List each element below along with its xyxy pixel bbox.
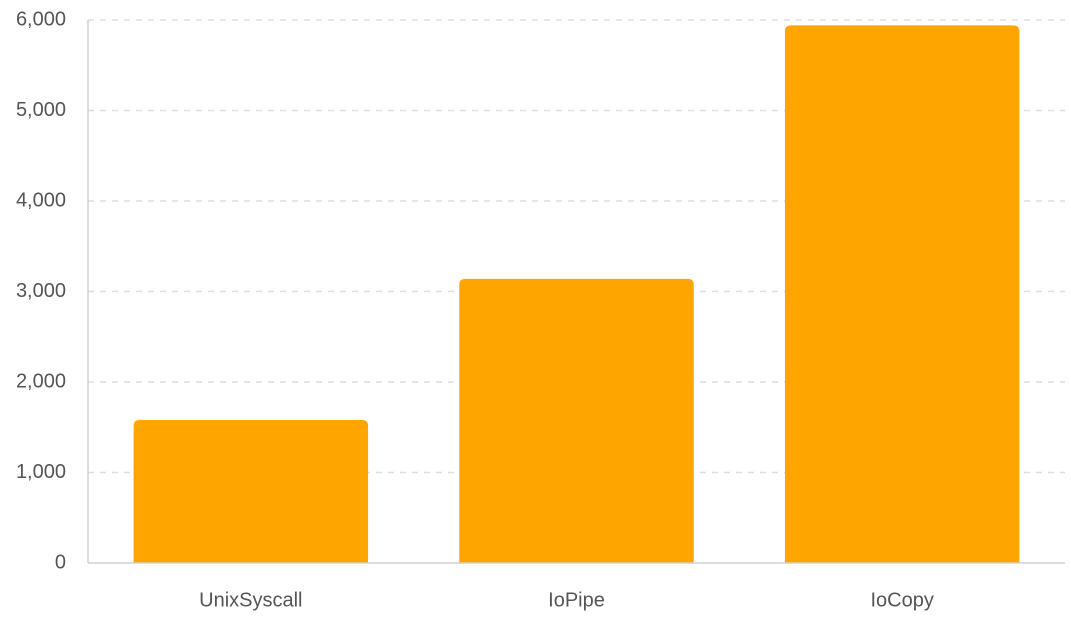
x-tick-label: UnixSyscall bbox=[199, 589, 302, 611]
y-tick-label: 6,000 bbox=[16, 8, 66, 30]
y-axis-tick-labels: 0 1,000 2,000 3,000 4,000 5,000 6,000 bbox=[16, 8, 66, 573]
bar-iopipe[interactable] bbox=[459, 278, 694, 563]
bars bbox=[133, 25, 1020, 564]
y-tick-label: 4,000 bbox=[16, 189, 66, 211]
axes bbox=[87, 20, 1065, 564]
x-axis-tick-labels: UnixSyscall IoPipe IoCopy bbox=[199, 589, 934, 611]
y-tick-label: 5,000 bbox=[16, 99, 66, 121]
y-tick-label: 3,000 bbox=[16, 280, 66, 302]
bar-unixsyscall[interactable] bbox=[133, 420, 369, 563]
y-tick-label: 2,000 bbox=[16, 370, 66, 392]
x-tick-label: IoCopy bbox=[870, 589, 933, 611]
bar-iocopy[interactable] bbox=[784, 25, 1020, 564]
y-tick-label: 1,000 bbox=[16, 461, 66, 483]
x-tick-label: IoPipe bbox=[548, 589, 605, 611]
y-tick-label: 0 bbox=[55, 551, 66, 573]
